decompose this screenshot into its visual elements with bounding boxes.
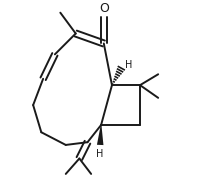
Text: H: H bbox=[96, 149, 103, 159]
Text: O: O bbox=[99, 2, 109, 15]
Text: H: H bbox=[125, 60, 133, 70]
Polygon shape bbox=[97, 125, 103, 145]
